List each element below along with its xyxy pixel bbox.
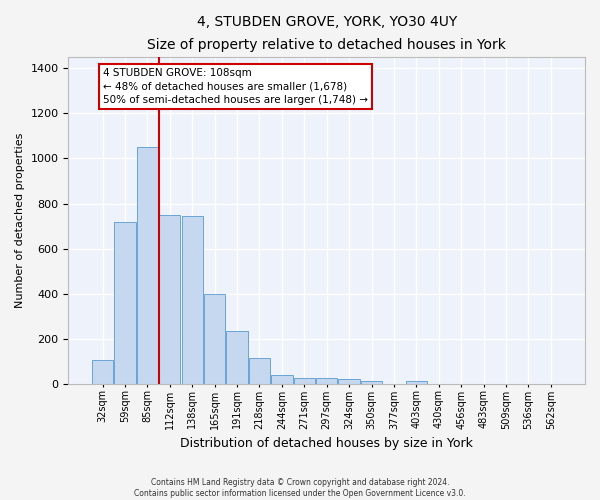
Bar <box>92 360 113 384</box>
Bar <box>406 382 427 384</box>
X-axis label: Distribution of detached houses by size in York: Distribution of detached houses by size … <box>180 437 473 450</box>
Title: 4, STUBDEN GROVE, YORK, YO30 4UY
Size of property relative to detached houses in: 4, STUBDEN GROVE, YORK, YO30 4UY Size of… <box>147 15 506 52</box>
Bar <box>137 147 158 384</box>
Text: 4 STUBDEN GROVE: 108sqm
← 48% of detached houses are smaller (1,678)
50% of semi: 4 STUBDEN GROVE: 108sqm ← 48% of detache… <box>103 68 368 105</box>
Bar <box>115 222 136 384</box>
Bar <box>204 294 225 384</box>
Bar <box>226 331 248 384</box>
Bar <box>338 379 360 384</box>
Bar <box>249 358 270 384</box>
Text: Contains HM Land Registry data © Crown copyright and database right 2024.
Contai: Contains HM Land Registry data © Crown c… <box>134 478 466 498</box>
Bar <box>271 374 293 384</box>
Bar <box>293 378 315 384</box>
Y-axis label: Number of detached properties: Number of detached properties <box>15 132 25 308</box>
Bar <box>182 216 203 384</box>
Bar <box>361 382 382 384</box>
Bar <box>159 215 181 384</box>
Bar <box>316 378 337 384</box>
